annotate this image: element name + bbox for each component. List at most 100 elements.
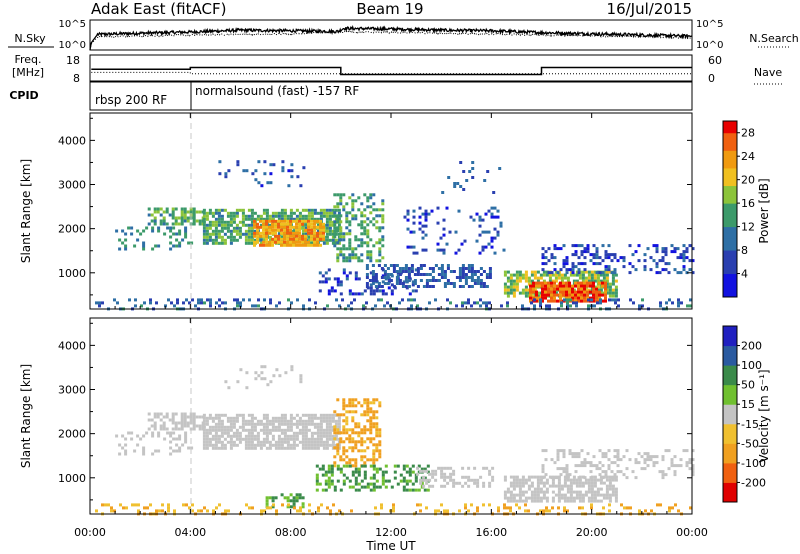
velocity-cell bbox=[351, 473, 355, 477]
velocity-cell bbox=[198, 424, 202, 428]
velocity-cell bbox=[509, 475, 513, 479]
power-cell bbox=[202, 238, 206, 242]
power-cell bbox=[227, 169, 231, 173]
velocity-cell bbox=[271, 499, 275, 503]
velocity-cell bbox=[229, 443, 233, 447]
velocity-cell bbox=[280, 446, 284, 450]
power-cell bbox=[604, 265, 608, 269]
power-cell bbox=[286, 217, 290, 221]
power-cell bbox=[559, 299, 562, 303]
velocity-cell bbox=[566, 478, 570, 482]
power-cell bbox=[383, 276, 387, 279]
power-cell bbox=[334, 208, 338, 212]
velocity-cell bbox=[318, 482, 322, 486]
velocity-cell bbox=[550, 458, 554, 462]
velocity-cell bbox=[301, 428, 305, 432]
power-cell bbox=[479, 304, 482, 308]
power-cell bbox=[412, 221, 416, 225]
power-cell bbox=[556, 284, 559, 288]
power-cell bbox=[592, 296, 595, 300]
velocity-cell bbox=[569, 499, 573, 503]
power-cell bbox=[434, 298, 437, 302]
power-cell bbox=[205, 235, 209, 239]
power-cell bbox=[599, 301, 602, 305]
power-cell bbox=[539, 276, 543, 280]
velocity-cell bbox=[223, 428, 227, 432]
power-cell bbox=[484, 212, 488, 216]
power-cell bbox=[174, 216, 178, 220]
power-cell bbox=[316, 237, 319, 241]
power-cell bbox=[316, 243, 319, 247]
velocity-cell bbox=[392, 509, 395, 513]
velocity-cell bbox=[656, 503, 659, 507]
power-cell bbox=[265, 217, 269, 221]
velocity-cell bbox=[575, 496, 579, 500]
power-cell bbox=[283, 225, 286, 229]
velocity-cell bbox=[214, 416, 218, 420]
velocity-cell bbox=[253, 422, 257, 426]
velocity-cell bbox=[298, 496, 302, 500]
power-cell bbox=[611, 282, 615, 286]
power-cell bbox=[336, 259, 340, 263]
velocity-cell bbox=[619, 458, 623, 462]
power-cell bbox=[296, 298, 299, 302]
power-cell bbox=[509, 282, 513, 286]
power-cell bbox=[345, 220, 349, 224]
power-cell bbox=[360, 244, 364, 248]
power-cell bbox=[605, 270, 609, 274]
power-cell bbox=[336, 205, 340, 209]
velocity-cell bbox=[548, 509, 551, 513]
power-cell bbox=[461, 273, 465, 276]
power-cell bbox=[371, 282, 375, 285]
power-cell bbox=[235, 229, 239, 233]
velocity-cell bbox=[512, 487, 516, 491]
power-cell bbox=[455, 304, 458, 308]
velocity-ytick-label: 2000 bbox=[58, 428, 86, 441]
velocity-cell bbox=[372, 422, 376, 426]
power-cell bbox=[447, 176, 451, 179]
power-cell bbox=[410, 298, 413, 302]
power-cell bbox=[171, 222, 175, 226]
velocity-cell bbox=[610, 470, 614, 474]
power-cell bbox=[374, 285, 378, 288]
power-cell bbox=[232, 226, 236, 230]
velocity-cell bbox=[336, 452, 340, 456]
power-cell bbox=[580, 284, 583, 288]
power-cell bbox=[413, 298, 416, 302]
power-cell bbox=[354, 199, 358, 203]
velocity-cell bbox=[449, 475, 453, 479]
velocity-cell bbox=[425, 469, 429, 473]
velocity-cell bbox=[159, 412, 163, 416]
power-cell bbox=[378, 241, 382, 245]
power-cell bbox=[378, 226, 382, 230]
velocity-cell bbox=[189, 415, 193, 419]
power-cell bbox=[183, 219, 187, 223]
power-cell bbox=[541, 268, 545, 272]
power-cell bbox=[286, 214, 290, 218]
power-cell bbox=[244, 232, 248, 236]
velocity-cell bbox=[408, 488, 412, 492]
velocity-cell bbox=[545, 499, 549, 503]
velocity-cell bbox=[604, 473, 608, 477]
power-cell bbox=[177, 216, 181, 220]
velocity-cell bbox=[217, 413, 221, 417]
power-cell bbox=[484, 230, 488, 234]
velocity-cell bbox=[277, 416, 281, 420]
velocity-cell bbox=[393, 470, 397, 474]
power-cell bbox=[235, 232, 239, 236]
velocity-cell bbox=[467, 475, 471, 479]
power-cell bbox=[357, 259, 361, 263]
power-cell bbox=[574, 284, 577, 288]
velocity-cell bbox=[290, 368, 294, 372]
power-cell bbox=[676, 271, 680, 275]
power-cell bbox=[238, 229, 242, 233]
power-cell bbox=[469, 215, 473, 219]
velocity-cell bbox=[650, 509, 653, 513]
power-cell bbox=[655, 271, 659, 275]
velocity-cell bbox=[307, 416, 311, 420]
velocity-cell bbox=[572, 490, 576, 494]
power-cell bbox=[154, 244, 158, 248]
velocity-cell bbox=[590, 503, 593, 507]
velocity-cell bbox=[327, 485, 331, 489]
power-cell bbox=[159, 222, 163, 226]
